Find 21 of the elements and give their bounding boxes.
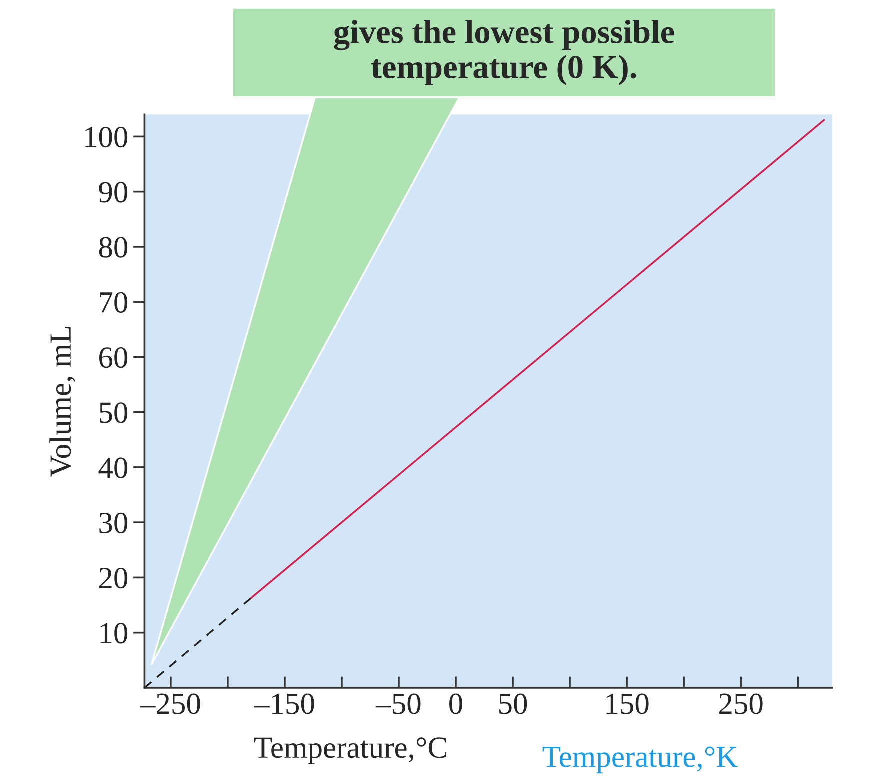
text: Temperature,°K bbox=[542, 746, 738, 774]
x-tick-label: –250 bbox=[140, 694, 200, 714]
y-tick-label: 100 bbox=[86, 126, 128, 148]
x-tick-label: 50 bbox=[500, 694, 528, 714]
y-tick-label: 80 bbox=[99, 237, 128, 258]
y-tick-label: 90 bbox=[99, 182, 128, 203]
y-tick-label: 60 bbox=[99, 347, 128, 368]
y-tick-label: 20 bbox=[100, 568, 128, 589]
y-axis-title: Volume, mL bbox=[50, 327, 76, 478]
x-tick-label: –150 bbox=[254, 694, 314, 714]
y-tick-label: 40 bbox=[98, 458, 128, 478]
y-tick-label: 70 bbox=[100, 292, 128, 313]
x-tick-label: 250 bbox=[719, 694, 763, 714]
x-tick-label: 150 bbox=[606, 694, 649, 714]
y-tick-label: 10 bbox=[100, 623, 128, 644]
text: gives the lowest possible temperature (0 K). bbox=[334, 20, 674, 86]
y-tick-label: 50 bbox=[100, 402, 128, 424]
x-tick-label: 0 bbox=[450, 694, 462, 714]
x-axis-title: Temperature,°C bbox=[254, 738, 446, 764]
y-tick-label: 30 bbox=[100, 512, 128, 534]
x-tick-label: –50 bbox=[376, 694, 421, 714]
